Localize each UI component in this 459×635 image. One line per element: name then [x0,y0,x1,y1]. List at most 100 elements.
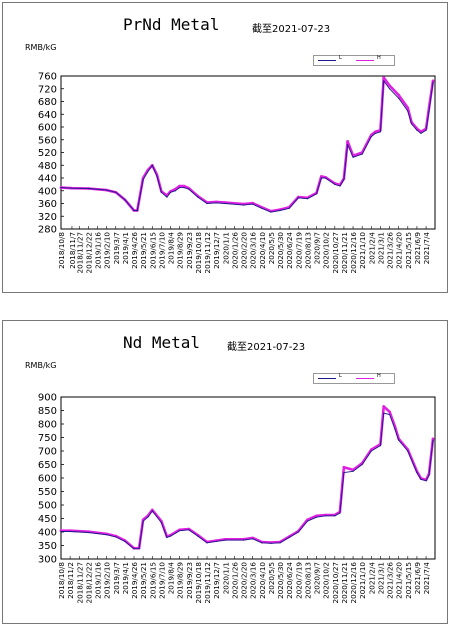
data-point-l [60,530,62,533]
x-tick-label: 2021/6/9 [413,562,422,595]
y-tick-label: 320 [38,212,57,223]
x-tick-label: 2018/11/2 [66,562,75,599]
x-tick-label: 2020/11/21 [340,562,349,603]
legend-swatch-h [356,60,374,61]
x-tick-label: 2020/3/16 [249,232,258,269]
y-unit-label: RMB/kG [25,43,57,52]
data-point-l [71,187,73,189]
x-tick-label: 2021/3/26 [386,562,395,599]
x-tick-label: 2020/3/16 [249,562,258,599]
data-point-h [178,184,181,188]
x-tick-label: 2019/4/26 [130,232,139,269]
x-tick-label: 2020/5/30 [276,232,285,269]
data-point-l [270,542,272,544]
data-point-h [346,140,349,143]
x-tick-label: 2020/7/19 [294,232,303,269]
x-tick-label: 2019/8/4 [167,562,176,595]
data-point-l [339,512,341,514]
legend-label-l: L [339,373,342,379]
prnd-chart-plot: 2803203604004404805205606006406807207602… [38,72,436,274]
data-point-l [166,196,168,198]
series-line-h [59,405,435,550]
data-point-l [425,480,427,482]
data-point-h [431,437,435,441]
x-tick-label: 2019/9/23 [185,562,194,599]
data-point-l [361,153,363,155]
data-point-l [147,516,149,518]
data-point-h [182,184,186,188]
chart-panel-nd: Nd Metal 截至2021-07-23 RMB/kG L H 300 350 4… [2,320,448,624]
data-point-l [432,439,434,441]
data-point-l [188,529,190,531]
nd-chart-plot: 300 350 400 450 500 550 600 650 700 750 800 850 900 2… [38,393,436,604]
x-tick-label: 2021/6/9 [413,232,422,265]
data-point-l [252,203,254,205]
x-tick-label: 2019/4/26 [130,562,139,599]
data-point-l [394,428,396,430]
x-tick-label: 2021/3/1 [376,232,385,264]
x-tick-label: 2020/5/5 [267,562,276,594]
data-point-l [197,535,199,537]
x-tick-label: 2020/7/19 [294,562,303,599]
data-point-l [416,472,418,474]
x-tick-label: 2019/10/18 [194,562,203,604]
legend-swatch-l [318,378,336,379]
y-tick-label: 400 [38,528,57,539]
x-tick-label: 2019/6/15 [148,232,157,269]
legend-label-h: H [377,55,381,61]
x-tick-label: 2018/12/22 [84,232,93,273]
y-tick-label: 600 [38,123,57,134]
x-tick-label: 2018/10/8 [57,232,66,269]
data-point-l [420,132,422,134]
data-point-h [320,175,323,178]
x-tick-label: 2019/1/16 [94,562,103,599]
data-point-l [115,191,117,193]
data-point-l [389,88,391,90]
x-tick-label: 2019/9/23 [185,232,194,269]
data-point-h [374,130,377,134]
data-point-l [106,189,108,191]
data-point-l [352,156,354,158]
data-point-l [379,445,381,447]
data-point-l [115,536,117,538]
data-point-l [124,540,126,542]
legend-label-l: L [339,55,342,61]
x-tick-label: 2019/11/12 [203,562,212,603]
x-tick-label: 2018/12/22 [84,562,93,603]
x-tick-label: 2020/4/10 [258,232,267,269]
chart-title: PrNd Metal [123,15,220,34]
x-tick-label: 2021/1/10 [358,232,367,269]
y-tick-label: 480 [38,161,57,172]
data-point-l [398,439,400,441]
x-tick-label: 2019/5/21 [139,562,148,599]
y-tick-label: 760 [38,72,57,83]
data-point-l [206,202,208,205]
x-tick-label: 2020/6/24 [285,232,294,269]
x-tick-label: 2020/12/16 [349,562,358,604]
data-point-l [420,478,422,480]
data-point-l [197,196,199,198]
y-tick-label: 800 [38,420,57,431]
data-point-l [174,190,176,192]
data-point-l [224,539,226,541]
data-point-l [133,209,135,212]
data-point-l [188,188,190,190]
x-tick-label: 2019/10/18 [194,232,203,274]
data-point-l [279,209,281,212]
chart-panel-prnd: PrNd Metal 截至2021-07-23 RMB/kG L H 280 32… [2,2,448,293]
data-point-l [398,97,400,99]
data-point-l [407,450,409,452]
data-point-l [87,187,89,190]
x-tick-label: 2019/5/21 [139,232,148,269]
y-tick-label: 300 [38,555,57,566]
x-tick-label: 2020/5/30 [276,562,285,599]
x-tick-label: 2019/12/7 [212,562,221,599]
data-point-h [342,465,346,469]
data-point-l [147,171,149,173]
x-tick-label: 2019/11/12 [203,232,212,273]
y-tick-label: 640 [38,110,57,121]
x-tick-label: 2019/7/10 [157,562,166,599]
data-point-l [325,177,327,179]
data-point-h [315,514,318,518]
data-point-l [383,412,385,414]
